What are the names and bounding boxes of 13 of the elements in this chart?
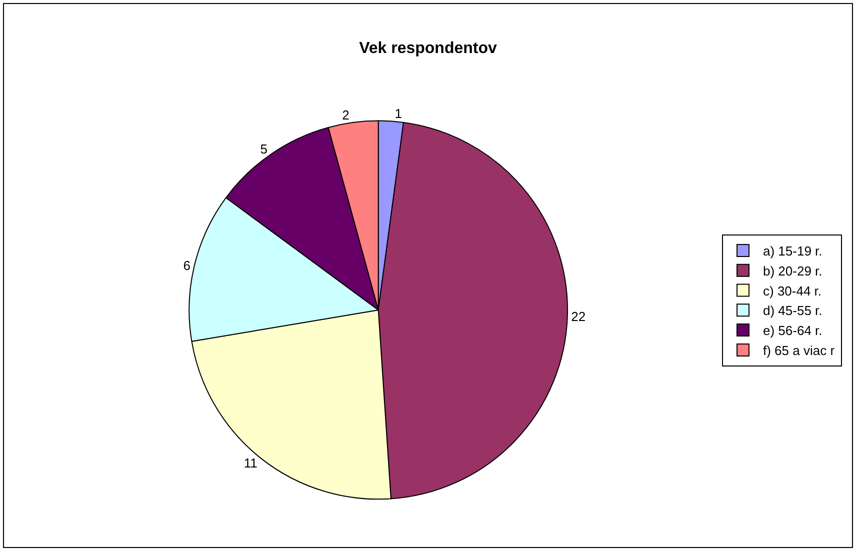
data-label: 11 — [244, 456, 258, 471]
legend-label: a) 15-19 r. — [763, 244, 822, 259]
data-label: 22 — [571, 308, 586, 324]
legend-label: f) 65 a viac r — [763, 343, 836, 358]
legend-label: c) 30-44 r. — [763, 283, 822, 298]
legend-label: b) 20-29 r. — [763, 263, 822, 278]
data-label: 2 — [342, 108, 350, 123]
data-label: 6 — [183, 258, 191, 274]
data-label: 1 — [394, 106, 402, 122]
legend-label: e) 56-64 r. — [763, 323, 822, 338]
chart-title: Vek respondentov — [359, 40, 498, 58]
legend-label: d) 45-55 r. — [763, 303, 822, 318]
data-label: 5 — [260, 141, 268, 156]
